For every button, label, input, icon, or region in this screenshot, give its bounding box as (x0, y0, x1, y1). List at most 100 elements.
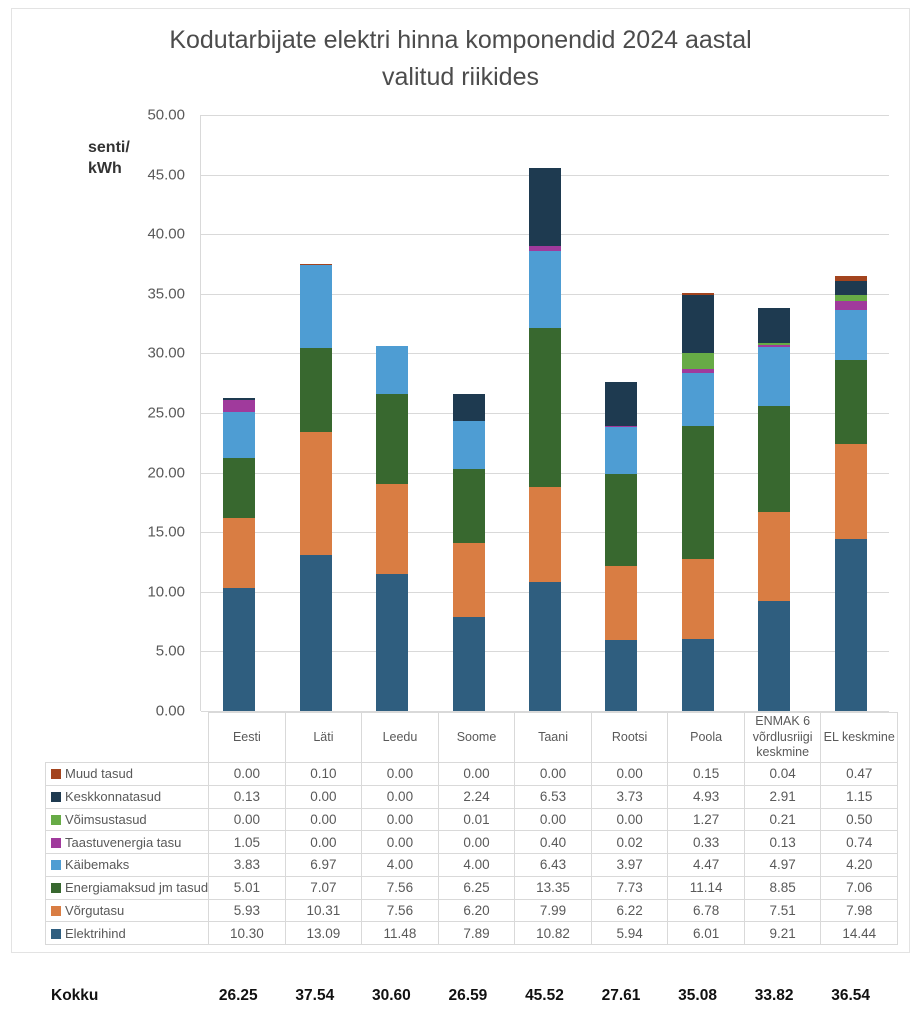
legend-label-muud-tasud: Muud tasud (65, 766, 133, 782)
value-cell-keskkonnatasud-l-ti: 0.00 (284, 784, 363, 809)
bar-segment-elektrihind (834, 538, 867, 711)
bar-segment-energiamaksud-jm-tasud (452, 468, 485, 544)
table-row-v-rgutasu: Võrgutasu 5.93 10.31 7.56 6.20 7.99 6.22 6.78 7.… (44, 898, 898, 923)
bar-segment-taastuvenergia-tasu (681, 368, 714, 373)
value-cell-v-imsustasud-leedu: 0.00 (361, 807, 439, 832)
value-cell-taastuvenergia-tasu-rootsi: 0.02 (590, 830, 669, 854)
value-cell-energiamaksud-jm-tasud-taani: 13.35 (514, 875, 592, 900)
bar-column-el-keskmine (813, 115, 889, 711)
y-axis: 0.00 5.00 10.00 15.00 20.00 25.00 30.00 35.00 40… (0, 107, 185, 720)
legend-swatch-v-imsustasud (51, 814, 61, 825)
legend-label-energiamaksud-jm-tasud: Energiamaksud jm tasud (65, 880, 209, 896)
bar-segment-keskkonnatasud (605, 381, 638, 427)
totals-value-soome: 26.59 (448, 987, 488, 1004)
value-cell-energiamaksud-jm-tasud-leedu: 7.56 (361, 875, 439, 900)
value-cell-muud-tasud-taani: 0.00 (514, 762, 592, 786)
value-cell-energiamaksud-jm-tasud-eesti: 5.01 (208, 875, 286, 900)
value-cell-elektrihind-eesti: 10.30 (208, 921, 286, 945)
totals-value-enmak-6-v-rdlusriigi-keskmine: 33.82 (754, 987, 794, 1004)
bar-segment-taastuvenergia-tasu (223, 399, 256, 413)
bar-segment-elektrihind (223, 588, 256, 711)
bar-segment-muud-tasud (834, 275, 867, 282)
value-cell-k-ibemaks-taani: 6.43 (514, 853, 592, 877)
bar-segment-k-ibemaks (299, 264, 332, 348)
value-cell-energiamaksud-jm-tasud-rootsi: 7.73 (590, 875, 669, 900)
totals-value-el-keskmine: 36.54 (831, 987, 871, 1004)
y-axis-tick-label: 45.00 (147, 166, 185, 184)
value-cell-elektrihind-poola: 6.01 (667, 921, 745, 945)
table-header-l-ti: Läti (284, 712, 363, 763)
value-cell-v-imsustasud-el-keskmine: 0.50 (820, 807, 898, 832)
table-row-k-ibemaks: Käibemaks 3.83 6.97 4.00 4.00 6.43 3.97 4.47 4.9… (44, 853, 898, 877)
totals-value-leedu: 30.60 (371, 987, 411, 1004)
value-cell-muud-tasud-eesti: 0.00 (208, 762, 286, 786)
bar-segment-v-imsustasud (834, 294, 867, 301)
chart-title-line-2: valitud riikides (381, 63, 539, 91)
legend-swatch-taastuvenergia-tasu (51, 837, 61, 848)
bar-segment-v-imsustasud (758, 342, 791, 346)
table-header-rootsi: Rootsi (590, 712, 669, 763)
bar-segment-keskkonnatasud (452, 394, 485, 421)
bar-column-eesti (201, 115, 277, 711)
stacked-bar-rootsi (605, 381, 638, 711)
value-cell-energiamaksud-jm-tasud-l-ti: 7.07 (284, 875, 363, 900)
value-cell-energiamaksud-jm-tasud-soome: 6.25 (437, 875, 516, 900)
value-cell-taastuvenergia-tasu-poola: 0.33 (667, 830, 745, 854)
table-row-keskkonnatasud: Keskkonnatasud 0.13 0.00 0.00 2.24 6.53 3.73 4.… (44, 784, 898, 809)
y-axis-tick-label: 35.00 (147, 285, 185, 303)
bar-segment-v-rgutasu (605, 566, 638, 641)
table-header-enmak-6-v-rdlusriigi-keskmine: ENMAK 6 võrdlusriigi keskmine (743, 712, 822, 763)
legend-label-v-rgutasu: Võrgutasu (65, 902, 125, 918)
bar-segment-energiamaksud-jm-tasud (834, 359, 867, 444)
value-cell-elektrihind-l-ti: 13.09 (284, 921, 363, 945)
legend-cell-k-ibemaks: Käibemaks (44, 853, 210, 877)
bar-segment-v-rgutasu (223, 517, 256, 589)
value-cell-taastuvenergia-tasu-leedu: 0.00 (361, 830, 439, 854)
table-header-soome: Soome (437, 712, 516, 763)
value-cell-v-rgutasu-poola: 6.78 (667, 898, 745, 923)
y-axis-tick-label: 50.00 (147, 106, 185, 124)
value-cell-v-imsustasud-poola: 1.27 (667, 807, 745, 832)
table-row-taastuvenergia-tasu: Taastuvenergia tasu 1.05 0.00 0.00 0.00 0.40 0… (44, 830, 898, 854)
bar-segment-elektrihind (376, 574, 409, 711)
totals-value-poola: 35.08 (678, 987, 717, 1004)
bar-segment-v-rgutasu (299, 432, 332, 555)
value-cell-keskkonnatasud-eesti: 0.13 (208, 784, 286, 809)
value-cell-muud-tasud-enmak-6-v-rdlusriigi-keskmine: 0.04 (743, 762, 822, 786)
value-cell-keskkonnatasud-el-keskmine: 1.15 (820, 784, 898, 809)
value-cell-muud-tasud-leedu: 0.00 (361, 762, 439, 786)
bar-column-enmak-6-v-rdlusriigi-keskmine (736, 115, 812, 711)
stacked-bar-l-ti (299, 263, 332, 711)
chart-title: Kodutarbijate elektri hinna komponendid … (12, 22, 909, 96)
stacked-bar-taani (528, 168, 561, 711)
y-axis-tick-label: 30.00 (147, 344, 185, 362)
legend-label-keskkonnatasud: Keskkonnatasud (65, 789, 162, 805)
stacked-bar-soome (452, 394, 485, 711)
gridline (201, 711, 889, 712)
value-cell-muud-tasud-el-keskmine: 0.47 (820, 762, 898, 786)
legend-cell-energiamaksud-jm-tasud: Energiamaksud jm tasud (44, 875, 210, 900)
value-cell-k-ibemaks-soome: 4.00 (437, 853, 516, 877)
value-cell-muud-tasud-soome: 0.00 (437, 762, 516, 786)
bar-segment-keskkonnatasud (223, 398, 256, 400)
value-cell-v-rgutasu-el-keskmine: 7.98 (820, 898, 898, 923)
bar-column-soome (430, 115, 506, 711)
y-axis-tick-label: 25.00 (147, 404, 185, 422)
bar-segment-taastuvenergia-tasu (528, 246, 561, 252)
value-cell-keskkonnatasud-enmak-6-v-rdlusriigi-keskmine: 2.91 (743, 784, 822, 809)
table-header-taani: Taani (514, 712, 592, 763)
legend-cell-muud-tasud: Muud tasud (44, 762, 210, 786)
value-cell-v-imsustasud-rootsi: 0.00 (590, 807, 669, 832)
bar-segment-energiamaksud-jm-tasud (605, 473, 638, 567)
value-cell-v-rgutasu-taani: 7.99 (514, 898, 592, 923)
legend-label-elektrihind: Elektrihind (65, 925, 126, 941)
value-cell-muud-tasud-rootsi: 0.00 (590, 762, 669, 786)
chart-title-line-1: Kodutarbijate elektri hinna komponendid … (169, 26, 752, 54)
value-cell-elektrihind-leedu: 11.48 (361, 921, 439, 945)
table-header-leedu: Leedu (361, 712, 439, 763)
value-cell-v-imsustasud-soome: 0.01 (437, 807, 516, 832)
totals-label: Kokku (51, 987, 99, 1004)
y-axis-tick-label: 40.00 (147, 225, 185, 243)
value-cell-elektrihind-taani: 10.82 (514, 921, 592, 945)
